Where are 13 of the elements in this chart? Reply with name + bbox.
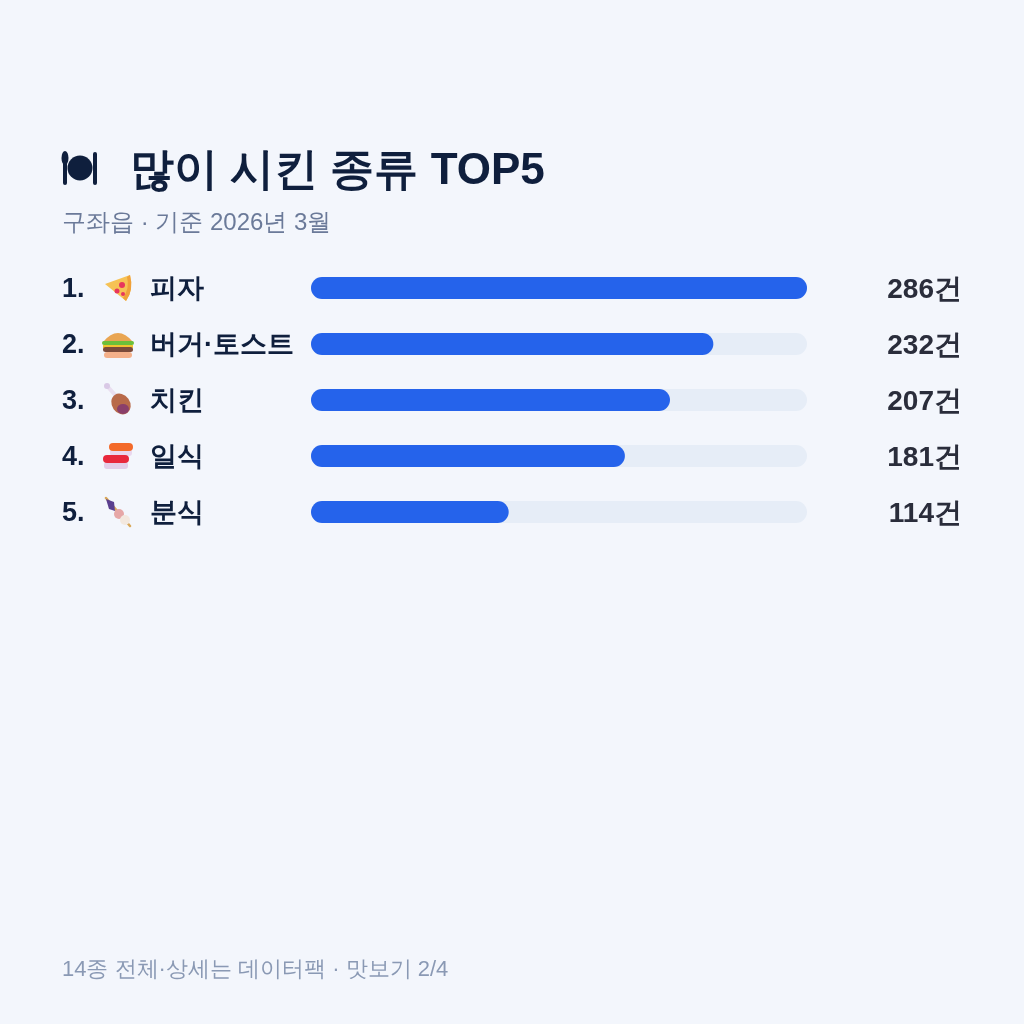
- data-label: 207건: [887, 384, 962, 416]
- category-label: 4. 일식: [62, 441, 204, 471]
- text: 14종 전체·상세는 데이터팩 · 맛보기 2/4: [62, 955, 449, 981]
- data-label: 114건: [888, 496, 962, 528]
- category-label: 1. 피자: [62, 273, 204, 303]
- data-label: 232건: [887, 328, 962, 360]
- category-label: 5. 분식: [62, 497, 204, 527]
- chart-subtitle: 구좌읍 · 기준 2026년 3월: [62, 207, 332, 235]
- chart-title: 많이 시킨 종류 TOP5: [130, 143, 545, 193]
- category-label: 2. 버거·토스트: [62, 329, 294, 359]
- category-label: 3. 치킨: [62, 385, 204, 415]
- data-label: 181건: [887, 440, 962, 472]
- data-label: 286건: [887, 272, 962, 304]
